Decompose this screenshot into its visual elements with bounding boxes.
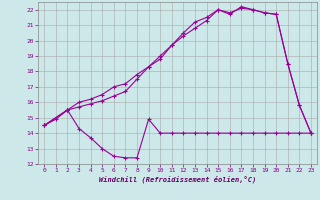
- X-axis label: Windchill (Refroidissement éolien,°C): Windchill (Refroidissement éolien,°C): [99, 176, 256, 183]
